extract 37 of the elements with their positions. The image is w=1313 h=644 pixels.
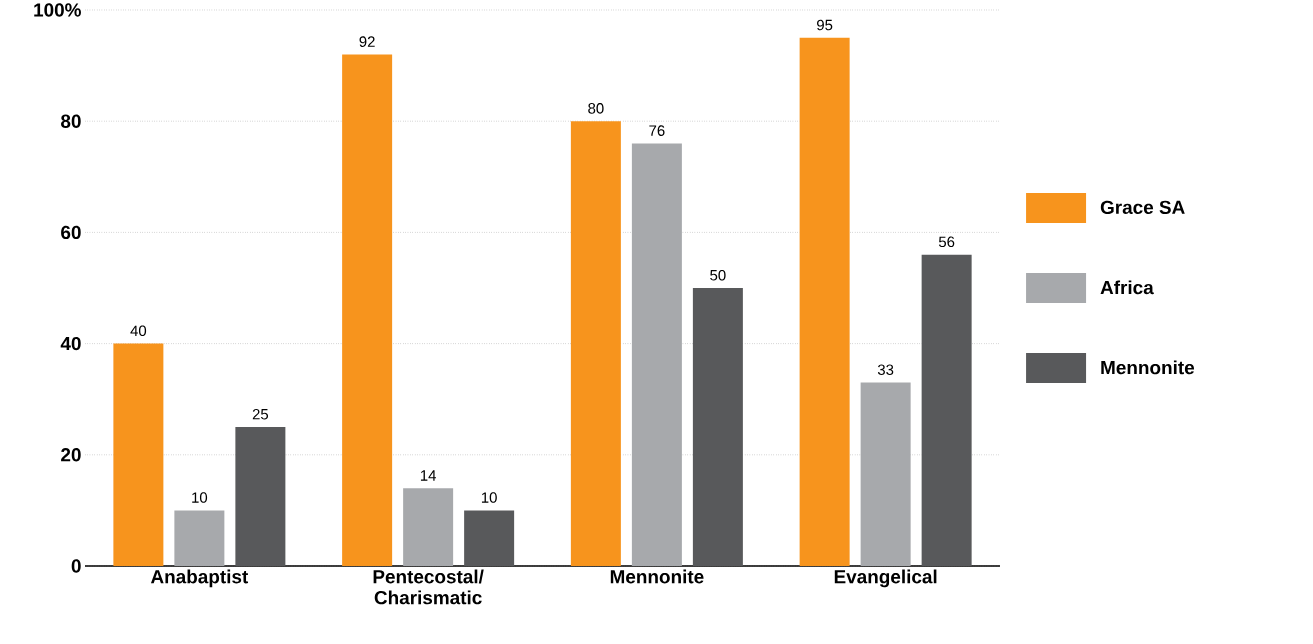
data-label: 92 (359, 36, 375, 47)
data-label: 25 (252, 408, 269, 420)
data-label: 56 (938, 236, 955, 248)
x-tick-label: Evangelical (834, 569, 937, 588)
y-tick-label: 40 (60, 336, 81, 351)
bar (860, 382, 911, 566)
y-tick-label: 80 (61, 114, 81, 128)
bar (921, 254, 972, 566)
bar (631, 143, 682, 566)
legend-label: Africa (1100, 280, 1154, 295)
bar (570, 121, 621, 566)
bar (403, 488, 454, 566)
bar (464, 510, 515, 566)
bar (692, 288, 743, 566)
data-label: 50 (710, 269, 726, 281)
legend-label: Mennonite (1101, 360, 1195, 375)
data-label: 95 (817, 19, 833, 31)
x-tick-label: Mennonite (610, 569, 704, 584)
y-tick-label: 20 (61, 448, 81, 462)
data-label: 33 (877, 364, 894, 375)
data-label: 10 (481, 492, 497, 503)
x-tick-label: Pentecostal/ Charismatic (373, 569, 484, 605)
bar (113, 343, 164, 566)
data-label: 14 (420, 470, 436, 481)
x-tick-label: Anabaptist (150, 569, 249, 588)
y-tick-label: 100% (34, 3, 81, 17)
legend-label: Grace SA (1100, 200, 1185, 215)
data-label: 10 (192, 492, 208, 503)
bar (235, 427, 286, 566)
data-label: 80 (588, 103, 604, 114)
y-tick-label: 0 (71, 559, 81, 573)
bar (799, 37, 850, 566)
data-label: 76 (649, 125, 665, 136)
bar (174, 510, 225, 566)
data-label: 40 (130, 325, 147, 337)
bar (342, 54, 393, 566)
y-tick-label: 60 (61, 225, 81, 240)
